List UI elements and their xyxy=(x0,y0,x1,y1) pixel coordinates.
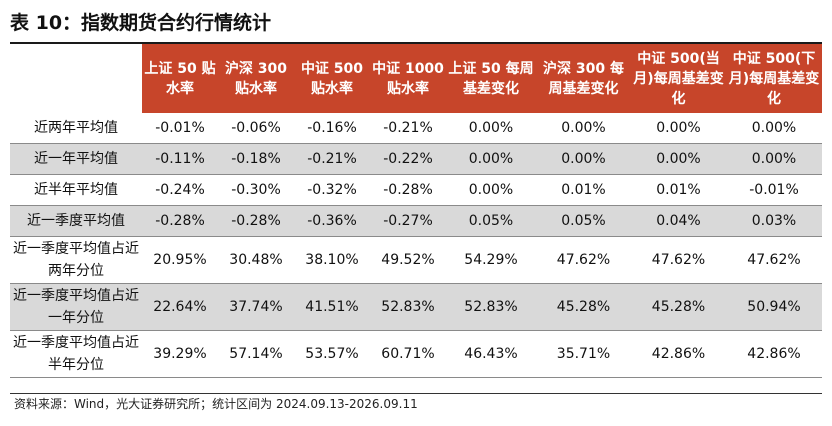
table-cell: -0.32% xyxy=(294,174,370,206)
table-cell: 0.00% xyxy=(446,174,536,206)
table-cell: 49.52% xyxy=(370,236,446,284)
table-cell: -0.01% xyxy=(142,113,218,144)
table-cell: 22.64% xyxy=(142,283,218,331)
table-cell: -0.21% xyxy=(294,143,370,175)
row-label: 近一季度平均值占近半年分位 xyxy=(10,330,142,378)
header-corner xyxy=(10,44,142,113)
table-cell: 39.29% xyxy=(142,330,218,378)
table-cell: -0.01% xyxy=(726,174,822,206)
table-cell: 42.86% xyxy=(631,330,726,378)
header-row: 上证 50 贴水率 沪深 300 贴水率 中证 500 贴水率 中证 1000 … xyxy=(10,44,822,113)
table-cell: 54.29% xyxy=(446,236,536,284)
table-row: 近半年平均值 -0.24% -0.30% -0.32% -0.28% 0.00%… xyxy=(10,174,822,206)
table-cell: 37.74% xyxy=(218,283,294,331)
table-cell: 0.00% xyxy=(536,143,631,175)
title-divider xyxy=(10,42,822,44)
table-cell: 60.71% xyxy=(370,330,446,378)
table-cell: 0.00% xyxy=(631,143,726,175)
row-label: 近一季度平均值 xyxy=(10,205,142,237)
table-cell: -0.22% xyxy=(370,143,446,175)
row-label: 近一季度平均值占近两年分位 xyxy=(10,236,142,284)
table-cell: 0.00% xyxy=(726,143,822,175)
table-cell: -0.36% xyxy=(294,205,370,237)
column-header: 中证 1000 贴水率 xyxy=(370,44,446,113)
table-cell: -0.30% xyxy=(218,174,294,206)
table-cell: -0.24% xyxy=(142,174,218,206)
table-cell: 0.03% xyxy=(726,205,822,237)
table-cell: -0.11% xyxy=(142,143,218,175)
table-cell: 47.62% xyxy=(536,236,631,284)
table-row: 近一季度平均值占近一年分位 22.64% 37.74% 41.51% 52.83… xyxy=(10,283,822,331)
table-cell: 0.01% xyxy=(536,174,631,206)
table-cell: -0.16% xyxy=(294,113,370,144)
table-cell: 35.71% xyxy=(536,330,631,378)
table-cell: -0.21% xyxy=(370,113,446,144)
source-divider xyxy=(10,393,822,394)
table-cell: -0.28% xyxy=(370,174,446,206)
column-header: 沪深 300 每周基差变化 xyxy=(536,44,631,113)
table-cell: -0.28% xyxy=(142,205,218,237)
table-row: 近一季度平均值占近半年分位 39.29% 57.14% 53.57% 60.71… xyxy=(10,330,822,378)
table-row: 近一季度平均值占近两年分位 20.95% 30.48% 38.10% 49.52… xyxy=(10,236,822,284)
table-cell: 41.51% xyxy=(294,283,370,331)
table-cell: -0.28% xyxy=(218,205,294,237)
column-header: 中证 500(当月)每周基差变化 xyxy=(631,44,726,113)
table-cell: 47.62% xyxy=(631,236,726,284)
table-cell: 0.00% xyxy=(446,113,536,144)
table-cell: 0.05% xyxy=(536,205,631,237)
table-cell: -0.18% xyxy=(218,143,294,175)
table-cell: 0.00% xyxy=(446,143,536,175)
futures-stats-table: 上证 50 贴水率 沪深 300 贴水率 中证 500 贴水率 中证 1000 … xyxy=(10,44,822,378)
table-cell: 52.83% xyxy=(446,283,536,331)
table-cell: 45.28% xyxy=(631,283,726,331)
table-cell: 46.43% xyxy=(446,330,536,378)
table-cell: 0.00% xyxy=(726,113,822,144)
table-cell: 0.00% xyxy=(536,113,631,144)
row-label: 近两年平均值 xyxy=(10,113,142,144)
table-cell: 45.28% xyxy=(536,283,631,331)
table-cell: 47.62% xyxy=(726,236,822,284)
table-row: 近两年平均值 -0.01% -0.06% -0.16% -0.21% 0.00%… xyxy=(10,113,822,144)
row-label: 近一年平均值 xyxy=(10,143,142,175)
table-cell: 38.10% xyxy=(294,236,370,284)
column-header: 沪深 300 贴水率 xyxy=(218,44,294,113)
table-row: 近一年平均值 -0.11% -0.18% -0.21% -0.22% 0.00%… xyxy=(10,143,822,175)
column-header: 上证 50 贴水率 xyxy=(142,44,218,113)
table-cell: 42.86% xyxy=(726,330,822,378)
table-cell: 0.00% xyxy=(631,113,726,144)
table-cell: 0.01% xyxy=(631,174,726,206)
table-cell: 57.14% xyxy=(218,330,294,378)
table-row: 近一季度平均值 -0.28% -0.28% -0.36% -0.27% 0.05… xyxy=(10,205,822,237)
table-cell: -0.06% xyxy=(218,113,294,144)
table-cell: 53.57% xyxy=(294,330,370,378)
table-cell: 30.48% xyxy=(218,236,294,284)
table-cell: 20.95% xyxy=(142,236,218,284)
table-cell: -0.27% xyxy=(370,205,446,237)
table-title: 表 10：指数期货合约行情统计 xyxy=(10,12,272,34)
table-cell: 0.04% xyxy=(631,205,726,237)
row-label: 近半年平均值 xyxy=(10,174,142,206)
row-label: 近一季度平均值占近一年分位 xyxy=(10,283,142,331)
table-cell: 50.94% xyxy=(726,283,822,331)
column-header: 中证 500(下月)每周基差变化 xyxy=(726,44,822,113)
table-cell: 52.83% xyxy=(370,283,446,331)
column-header: 上证 50 每周基差变化 xyxy=(446,44,536,113)
source-note: 资料来源：Wind，光大证券研究所；统计区间为 2024.09.13-2026.… xyxy=(14,397,418,411)
table-cell: 0.05% xyxy=(446,205,536,237)
column-header: 中证 500 贴水率 xyxy=(294,44,370,113)
